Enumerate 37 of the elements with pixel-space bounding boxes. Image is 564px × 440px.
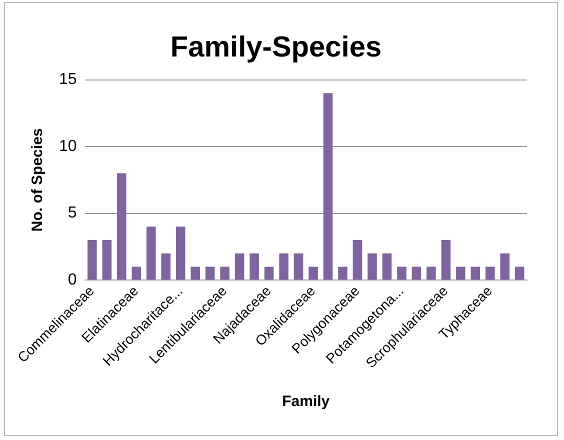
bar [426,266,436,280]
bar [176,226,186,280]
bar [117,173,126,280]
x-axis-title: Family [282,393,330,410]
bar [250,253,259,280]
bar [323,93,333,280]
bar [441,240,451,280]
bar [486,266,495,280]
bar [279,253,288,280]
bar [264,266,274,280]
y-tick-label: 15 [59,71,77,88]
y-tick-label: 5 [68,204,77,222]
y-axis-title: No. of Species [29,128,46,232]
bar [294,253,304,280]
bar [102,240,112,280]
bar [352,240,362,280]
bar [88,240,97,280]
bar [500,253,510,280]
bar [190,266,200,280]
bar [382,253,392,280]
bar [397,266,406,280]
y-tick-label: 0 [68,271,77,288]
bar [514,266,524,280]
bar [146,226,156,280]
bar [161,253,171,280]
bar [308,266,318,280]
bar [220,266,230,280]
bar [456,266,466,280]
bar [368,253,377,280]
bar [338,266,348,280]
y-tick-label: 10 [59,138,77,155]
bar [132,266,142,280]
bar [470,266,480,280]
bar [205,266,215,280]
bar [234,253,244,280]
bar [412,266,422,280]
chart-title: Family-Species [170,31,382,64]
